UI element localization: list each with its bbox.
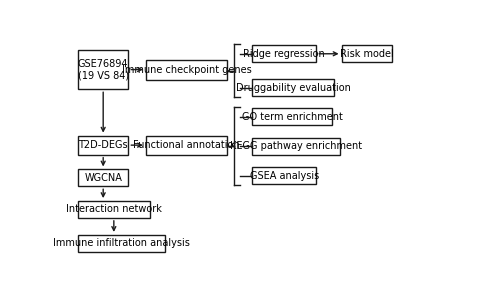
Text: Functional annotation: Functional annotation	[133, 140, 240, 150]
FancyBboxPatch shape	[342, 45, 392, 62]
Text: Interaction network: Interaction network	[66, 205, 162, 214]
Text: KEGG pathway enrichment: KEGG pathway enrichment	[230, 141, 362, 151]
Text: Druggability evaluation: Druggability evaluation	[236, 83, 350, 93]
FancyBboxPatch shape	[252, 45, 316, 62]
FancyBboxPatch shape	[78, 50, 128, 89]
FancyBboxPatch shape	[252, 108, 332, 125]
FancyBboxPatch shape	[78, 169, 128, 186]
FancyBboxPatch shape	[78, 201, 150, 218]
FancyBboxPatch shape	[252, 79, 334, 96]
FancyBboxPatch shape	[146, 136, 227, 155]
Text: GSEA analysis: GSEA analysis	[250, 171, 319, 180]
Text: Ridge regression: Ridge regression	[244, 49, 325, 59]
FancyBboxPatch shape	[78, 235, 165, 252]
FancyBboxPatch shape	[252, 167, 316, 184]
Text: Risk model: Risk model	[340, 49, 394, 59]
FancyBboxPatch shape	[78, 136, 128, 155]
Text: Immune checkpoint genes: Immune checkpoint genes	[122, 65, 252, 75]
FancyBboxPatch shape	[146, 60, 227, 80]
Text: T2D-DEGs: T2D-DEGs	[78, 140, 128, 150]
Text: GSE76894
(19 VS 84): GSE76894 (19 VS 84)	[78, 59, 129, 80]
Text: WGCNA: WGCNA	[84, 173, 122, 183]
FancyBboxPatch shape	[252, 138, 340, 155]
Text: GO term enrichment: GO term enrichment	[242, 112, 342, 122]
Text: Immune infiltration analysis: Immune infiltration analysis	[53, 238, 190, 248]
